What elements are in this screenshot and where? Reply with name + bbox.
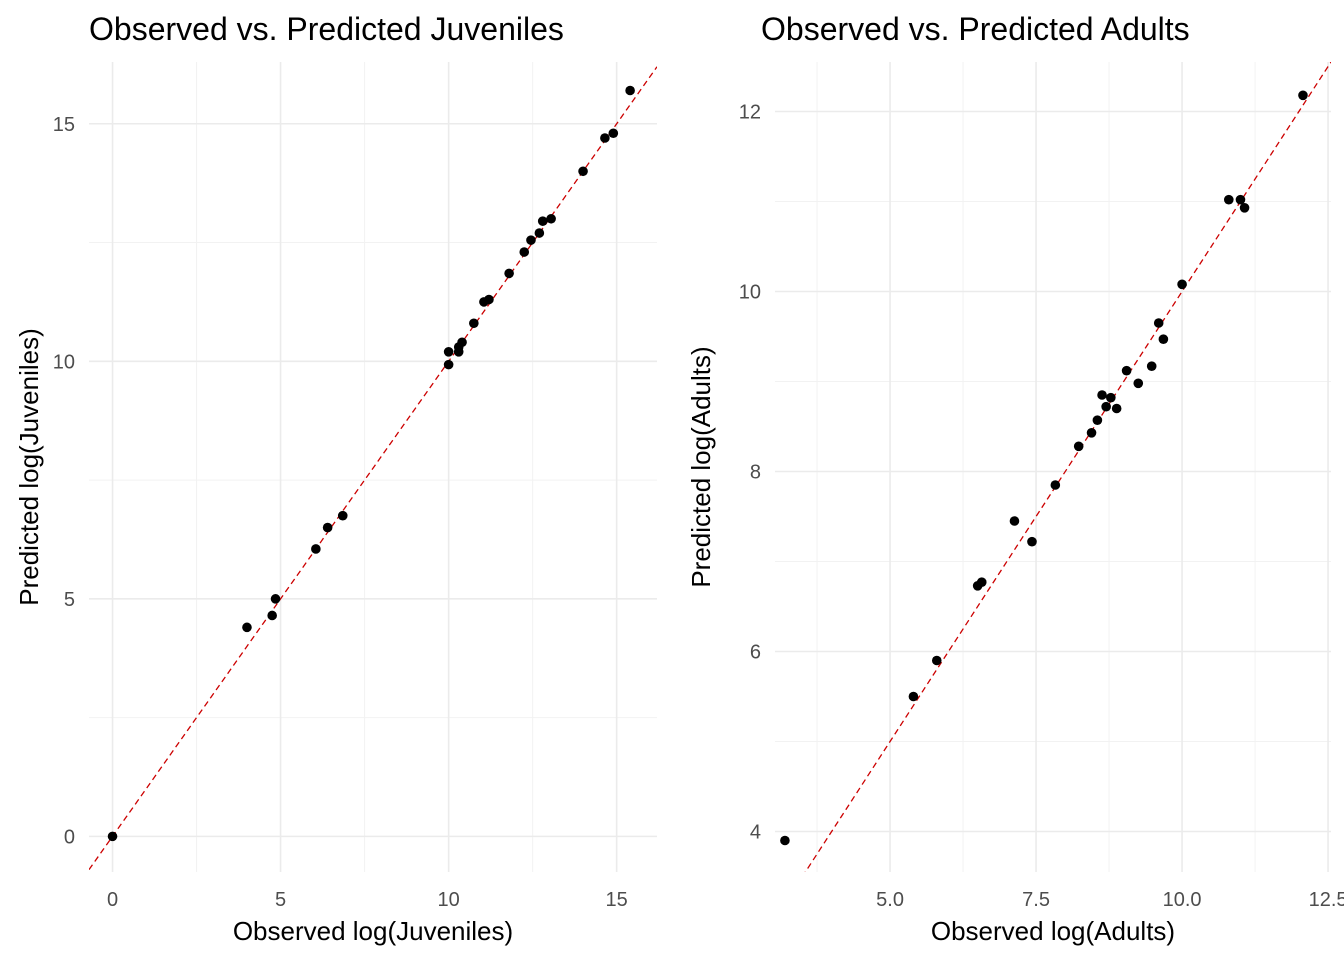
y-tick-label: 10 (739, 282, 761, 304)
data-point (443, 359, 454, 370)
chart-title: Observed vs. Predicted Adults (761, 11, 1190, 47)
data-point (908, 691, 919, 702)
y-tick-label: 15 (53, 114, 75, 136)
data-point (311, 544, 321, 554)
data-point (457, 337, 467, 348)
data-point (578, 166, 588, 177)
y-tick-label: 6 (750, 642, 761, 664)
juveniles-panel: 0 5 10 15 0 5 10 15 Observed vs. Predicted Juven… (14, 11, 657, 946)
data-point (519, 247, 530, 257)
data-point (1027, 536, 1037, 547)
chart-title: Observed vs. Predicted Juveniles (89, 11, 564, 47)
data-point (1239, 203, 1250, 213)
data-point (546, 213, 556, 224)
x-axis-label: Observed log(Adults) (931, 916, 1175, 946)
data-point (1235, 194, 1246, 205)
points (780, 90, 1308, 846)
data-point (931, 655, 942, 666)
data-point (976, 577, 987, 587)
y-axis-label: Predicted log(Juveniles) (14, 328, 44, 605)
adults-panel: 5.0 7.5 10.0 12.5 4 6 8 10 12 Observed vs. Predic… (686, 11, 1344, 946)
data-point (1073, 441, 1084, 452)
data-point (1106, 392, 1116, 403)
data-point (443, 346, 454, 357)
data-point (242, 622, 252, 633)
data-point (1133, 378, 1144, 389)
x-tick-label: 10 (437, 889, 459, 911)
data-point (1153, 318, 1164, 328)
data-point (600, 133, 610, 143)
x-axis-label: Observed log(Juveniles) (233, 916, 513, 946)
data-point (1298, 90, 1308, 101)
x-tick-label: 5.0 (876, 889, 904, 911)
data-point (337, 510, 348, 521)
data-point (1111, 403, 1122, 414)
data-point (534, 228, 545, 238)
y-tick-label: 4 (750, 822, 761, 844)
reference-line (89, 66, 657, 871)
y-tick-label: 0 (64, 826, 75, 848)
data-point (322, 522, 333, 533)
x-tick-label: 12.5 (1309, 889, 1344, 911)
data-point (1101, 401, 1111, 412)
data-point (608, 128, 619, 139)
data-point (1009, 516, 1020, 526)
data-point (1086, 428, 1097, 438)
data-point (270, 594, 281, 604)
x-tick-label: 7.5 (1022, 889, 1050, 911)
data-point (1158, 334, 1169, 345)
x-tick-label: 15 (606, 889, 628, 911)
y-tick-label: 10 (53, 351, 75, 373)
data-point (780, 835, 790, 846)
data-point (625, 85, 635, 96)
data-point (1177, 279, 1187, 290)
data-point (1121, 365, 1132, 376)
y-tick-label: 8 (750, 462, 761, 484)
x-tick-label: 10.0 (1163, 889, 1202, 911)
data-point (1223, 194, 1234, 205)
data-point (537, 216, 548, 226)
data-point (469, 318, 479, 329)
data-point (484, 294, 494, 305)
y-axis-label: Predicted log(Adults) (686, 346, 716, 587)
data-point (1050, 480, 1061, 490)
data-point (1146, 361, 1157, 372)
data-point (107, 831, 118, 842)
gridlines (775, 62, 1331, 872)
y-tick-label: 12 (739, 102, 761, 124)
gridlines (89, 62, 657, 872)
x-tick-label: 0 (107, 889, 118, 911)
x-tick-label: 5 (275, 889, 286, 911)
data-point (1092, 415, 1103, 426)
data-point (1097, 390, 1107, 400)
data-point (526, 235, 536, 245)
points (107, 85, 635, 842)
data-point (267, 610, 277, 621)
data-point (504, 268, 514, 279)
reference-line (804, 62, 1331, 872)
y-tick-label: 5 (64, 589, 75, 611)
